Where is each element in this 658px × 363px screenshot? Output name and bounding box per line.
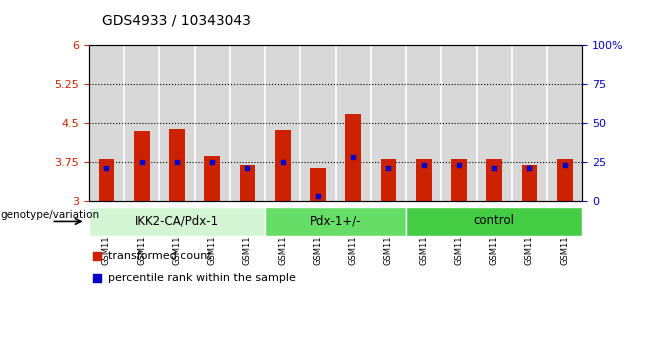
Bar xyxy=(310,168,326,201)
Bar xyxy=(265,45,300,201)
Bar xyxy=(336,45,371,201)
Bar xyxy=(195,45,230,201)
Bar xyxy=(230,45,265,201)
Text: genotype/variation: genotype/variation xyxy=(0,210,99,220)
Point xyxy=(242,165,253,171)
Point xyxy=(348,154,359,160)
Bar xyxy=(451,159,467,201)
Point xyxy=(101,165,112,171)
Bar xyxy=(134,131,149,201)
Bar xyxy=(557,159,572,201)
Bar xyxy=(547,45,582,201)
Text: GDS4933 / 10343043: GDS4933 / 10343043 xyxy=(102,13,251,27)
Bar xyxy=(476,45,512,201)
Bar xyxy=(240,165,255,201)
Point xyxy=(524,165,535,171)
Bar xyxy=(380,159,396,201)
Bar xyxy=(169,129,185,201)
Bar xyxy=(371,45,406,201)
Bar xyxy=(89,207,265,236)
Bar xyxy=(416,159,432,201)
Bar xyxy=(89,45,124,201)
Bar xyxy=(406,45,442,201)
Point xyxy=(91,253,102,259)
Point xyxy=(172,160,182,166)
Point xyxy=(559,162,570,168)
Text: IKK2-CA/Pdx-1: IKK2-CA/Pdx-1 xyxy=(135,214,219,227)
Point xyxy=(489,165,499,171)
Point xyxy=(278,160,288,166)
Bar xyxy=(204,156,220,201)
Text: Pdx-1+/-: Pdx-1+/- xyxy=(310,214,361,227)
Point xyxy=(91,275,102,281)
Point xyxy=(418,162,429,168)
Bar xyxy=(345,114,361,201)
Bar xyxy=(512,45,547,201)
Bar xyxy=(159,45,195,201)
Bar xyxy=(124,45,159,201)
Text: transformed count: transformed count xyxy=(108,251,212,261)
Bar xyxy=(300,45,336,201)
Bar xyxy=(442,45,476,201)
Text: percentile rank within the sample: percentile rank within the sample xyxy=(108,273,295,283)
Point xyxy=(136,160,147,166)
Point xyxy=(454,162,465,168)
Bar xyxy=(275,130,291,201)
Bar xyxy=(406,207,582,236)
Bar xyxy=(486,159,502,201)
Bar xyxy=(265,207,406,236)
Bar xyxy=(522,165,538,201)
Point xyxy=(383,165,393,171)
Text: control: control xyxy=(474,214,515,227)
Bar xyxy=(99,159,114,201)
Point xyxy=(207,160,217,166)
Point xyxy=(313,193,323,199)
